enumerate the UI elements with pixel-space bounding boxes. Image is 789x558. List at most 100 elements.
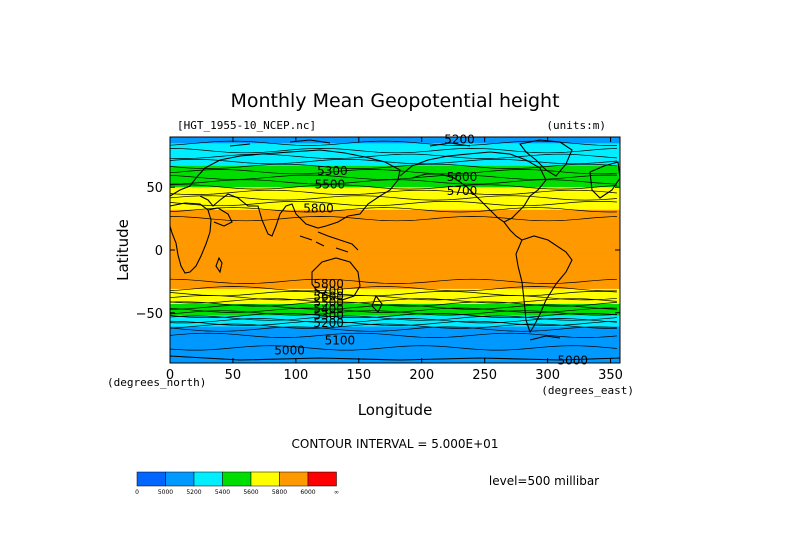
contour-line bbox=[170, 174, 617, 180]
field-band bbox=[170, 291, 620, 294]
field-band bbox=[170, 213, 620, 216]
field-band bbox=[170, 345, 620, 348]
field-band bbox=[170, 312, 620, 315]
field-band bbox=[170, 208, 620, 211]
field-band bbox=[170, 164, 620, 167]
field-band bbox=[170, 149, 620, 152]
x-axis-title: Longitude bbox=[358, 401, 433, 419]
field-band bbox=[170, 202, 620, 205]
field-band bbox=[170, 201, 620, 203]
field-band bbox=[170, 301, 620, 304]
contour-line bbox=[170, 278, 617, 284]
x-tick-label: 150 bbox=[346, 368, 371, 383]
field-band bbox=[170, 351, 620, 354]
contour-label: 5000 bbox=[558, 353, 589, 367]
contour-line bbox=[170, 148, 617, 154]
field-band bbox=[170, 288, 620, 291]
field-band bbox=[170, 163, 620, 166]
contour-label: 5100 bbox=[325, 333, 356, 347]
y-tick-label: 50 bbox=[146, 181, 163, 196]
field-band bbox=[170, 221, 620, 223]
coastline-antarctica bbox=[170, 335, 620, 361]
field-band bbox=[170, 246, 620, 249]
field-band bbox=[170, 144, 620, 147]
field-band bbox=[170, 322, 620, 325]
field-band bbox=[170, 199, 620, 202]
contour-label: 5800 bbox=[303, 202, 334, 216]
colorbar-swatch bbox=[165, 471, 195, 487]
contour-label: 5600 bbox=[313, 289, 344, 303]
field-band bbox=[170, 167, 620, 169]
field-band bbox=[170, 265, 620, 267]
contour-label: 5500 bbox=[315, 178, 346, 192]
contour-line bbox=[170, 304, 617, 310]
field-band bbox=[170, 357, 620, 360]
field-band bbox=[170, 316, 620, 319]
contour-label: 5400 bbox=[313, 302, 344, 316]
field-band bbox=[170, 278, 620, 281]
field-band bbox=[170, 209, 620, 212]
field-band bbox=[170, 150, 620, 153]
contour-line bbox=[170, 216, 617, 222]
field-band bbox=[170, 137, 620, 139]
field-band bbox=[170, 234, 620, 237]
x-tick-labels: 0 50 100 150 200 250 300 350 bbox=[166, 368, 623, 383]
field-band bbox=[170, 206, 620, 208]
field-band bbox=[170, 287, 620, 290]
field-band bbox=[170, 342, 620, 345]
contour-line bbox=[170, 298, 617, 304]
field-band bbox=[170, 236, 620, 239]
contour-line bbox=[170, 315, 617, 321]
field-band bbox=[170, 179, 620, 182]
field-band bbox=[170, 194, 620, 197]
contour-line bbox=[170, 140, 617, 146]
field-band bbox=[170, 211, 620, 213]
chart-title: Monthly Mean Geopotential height bbox=[230, 90, 559, 112]
field-band bbox=[170, 143, 620, 146]
units-label: (units:m) bbox=[546, 119, 606, 132]
field-band bbox=[170, 256, 620, 259]
field-band bbox=[170, 326, 620, 329]
field-band bbox=[170, 271, 620, 274]
field-band bbox=[170, 261, 620, 264]
field-band bbox=[170, 344, 620, 347]
field-band bbox=[170, 207, 620, 210]
contour-line bbox=[170, 169, 617, 175]
field-band bbox=[170, 188, 620, 191]
field-band bbox=[170, 350, 620, 353]
field-band bbox=[170, 251, 620, 254]
field-band bbox=[170, 227, 620, 230]
contour-line bbox=[170, 310, 617, 316]
field-band bbox=[170, 275, 620, 277]
field-band bbox=[170, 198, 620, 201]
field-band bbox=[170, 190, 620, 193]
field-band bbox=[170, 315, 620, 318]
field-band bbox=[170, 237, 620, 240]
field-band bbox=[170, 155, 620, 158]
field-band bbox=[170, 173, 620, 176]
field-band bbox=[170, 355, 620, 358]
field-band bbox=[170, 147, 620, 149]
contour-line bbox=[170, 184, 617, 190]
contour-line bbox=[170, 189, 617, 195]
field-band bbox=[170, 327, 620, 330]
field-band bbox=[170, 216, 620, 218]
axis-ticks bbox=[169, 137, 620, 363]
field-band bbox=[170, 255, 620, 257]
contour-interval-text: CONTOUR INTERVAL = 5.000E+01 bbox=[292, 437, 499, 451]
field-band bbox=[170, 189, 620, 192]
contour-line bbox=[170, 345, 617, 351]
contour-line bbox=[170, 290, 617, 297]
field-band bbox=[170, 214, 620, 217]
field-band bbox=[170, 260, 620, 262]
coastline-south-america bbox=[515, 235, 573, 334]
contour-label: 5300 bbox=[313, 308, 344, 322]
colorbar-tick-label: 5200 bbox=[186, 489, 201, 496]
field-band bbox=[170, 247, 620, 250]
field-band bbox=[170, 158, 620, 161]
field-band bbox=[170, 262, 620, 265]
field-band bbox=[170, 248, 620, 251]
colorbar-tick-label: 0 bbox=[135, 489, 139, 496]
coastline-europe-west bbox=[589, 161, 620, 199]
field-band bbox=[170, 238, 620, 241]
